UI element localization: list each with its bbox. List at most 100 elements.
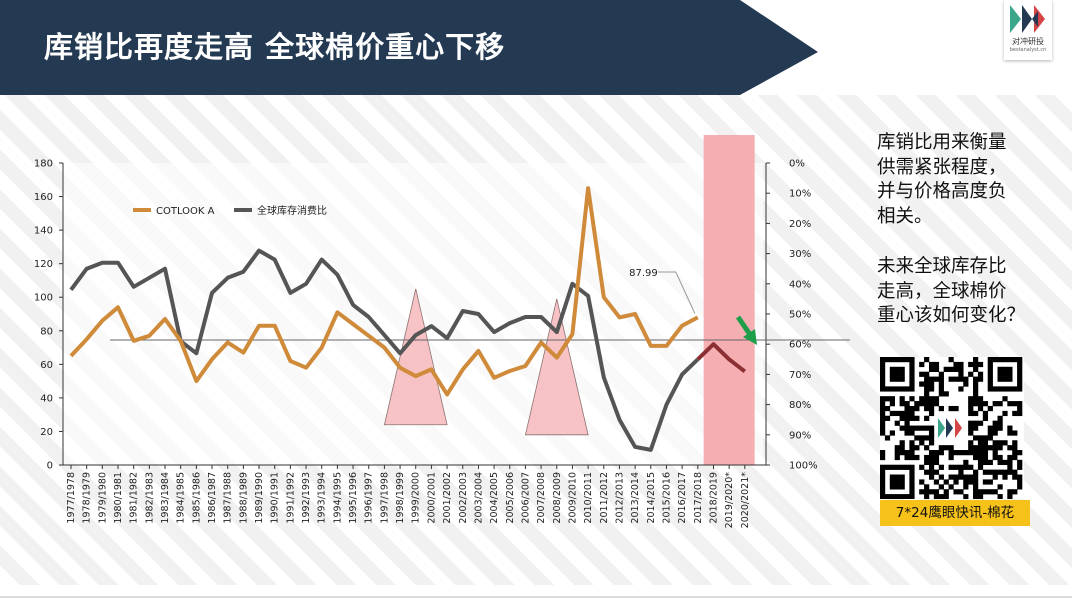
qr-module bbox=[973, 469, 979, 475]
qr-module bbox=[904, 464, 910, 470]
qr-module bbox=[919, 361, 925, 368]
qr-module bbox=[958, 474, 964, 480]
qr-module bbox=[977, 396, 984, 402]
qr-module bbox=[909, 396, 915, 402]
qr-module bbox=[924, 494, 930, 499]
qr-module bbox=[914, 425, 920, 431]
qr-module bbox=[894, 357, 900, 363]
qr-module bbox=[1002, 386, 1008, 392]
qr-module bbox=[899, 357, 905, 363]
qr-module bbox=[889, 376, 895, 382]
qr-module bbox=[894, 386, 900, 392]
qr-module bbox=[963, 459, 969, 466]
brand-logo: bestanalyst.cn 对冲研投 bestanalyst.cn bbox=[1004, 0, 1052, 60]
qr-module bbox=[880, 454, 886, 461]
right-tick-label: 50% bbox=[789, 310, 811, 321]
page-title: 库销比再度走高 全球棉价重心下移 bbox=[44, 30, 506, 64]
left-tick-label: 180 bbox=[34, 159, 53, 170]
x-tick-label: 2011/2012 bbox=[599, 472, 610, 524]
qr-module bbox=[997, 366, 1003, 372]
qr-module bbox=[1007, 445, 1013, 451]
qr-module bbox=[992, 425, 998, 431]
qr-module bbox=[880, 474, 886, 480]
qr-module bbox=[987, 459, 993, 466]
qr-module bbox=[889, 401, 895, 407]
qr-module bbox=[899, 440, 905, 446]
qr-module bbox=[889, 371, 895, 377]
x-tick-label: 1984/1985 bbox=[176, 472, 187, 524]
qr-module bbox=[889, 464, 895, 470]
right-tick-label: 10% bbox=[789, 189, 811, 200]
qr-module bbox=[973, 494, 979, 499]
qr-module bbox=[933, 469, 940, 475]
qr-module bbox=[1002, 376, 1008, 382]
logo-icon bbox=[1010, 5, 1045, 33]
qr-module bbox=[977, 435, 984, 441]
qr-module bbox=[933, 459, 940, 466]
qr-module bbox=[909, 430, 915, 436]
right-tick-label: 100% bbox=[789, 461, 818, 472]
qr-module bbox=[909, 425, 915, 431]
qr-module bbox=[982, 440, 989, 446]
qr-module bbox=[948, 450, 954, 456]
qr-module bbox=[982, 489, 989, 495]
qr-module bbox=[928, 450, 935, 456]
qr-module bbox=[899, 415, 905, 421]
qr-module bbox=[919, 381, 925, 387]
qr-module bbox=[997, 415, 1003, 421]
qr-module bbox=[992, 420, 998, 426]
qr-module bbox=[899, 410, 905, 417]
qr-module bbox=[992, 474, 998, 480]
qr-module bbox=[982, 479, 989, 485]
qr-module bbox=[938, 464, 944, 470]
qr-module bbox=[1002, 440, 1008, 446]
qr-module bbox=[899, 401, 905, 407]
qr-module bbox=[973, 474, 979, 480]
qr-module bbox=[928, 381, 935, 387]
qr-module bbox=[958, 450, 964, 456]
qr-module bbox=[909, 410, 915, 417]
qr-module bbox=[997, 401, 1003, 407]
qr-module bbox=[997, 371, 1003, 377]
qr-module bbox=[968, 405, 974, 412]
qr-module bbox=[1007, 376, 1013, 382]
qr-module bbox=[889, 386, 895, 392]
qr-module bbox=[928, 454, 935, 461]
qr-module bbox=[1007, 464, 1013, 470]
qr-module bbox=[1012, 386, 1018, 392]
qr-module bbox=[1017, 376, 1023, 382]
qr-module bbox=[977, 464, 984, 470]
x-tick-label: 1985/1986 bbox=[191, 472, 202, 524]
qr-module bbox=[904, 454, 910, 461]
qr-module bbox=[933, 489, 940, 495]
qr-module bbox=[924, 371, 930, 377]
series-line-cotlook-a bbox=[69, 186, 699, 397]
qr-module bbox=[909, 445, 915, 451]
x-tick-label: 1989/1990 bbox=[254, 472, 265, 524]
qr-module bbox=[889, 357, 895, 363]
x-tick-label: 1977/1978 bbox=[66, 472, 77, 524]
qr-module bbox=[982, 450, 989, 456]
qr-module bbox=[948, 405, 954, 412]
qr-module bbox=[997, 494, 1003, 499]
footer-divider bbox=[0, 596, 1072, 598]
qr-module bbox=[1012, 401, 1018, 407]
qr-module bbox=[1012, 445, 1018, 451]
x-tick-label: 1992/1993 bbox=[301, 472, 312, 524]
qr-module bbox=[889, 396, 895, 402]
qr-module bbox=[977, 440, 984, 446]
left-tick-label: 120 bbox=[34, 259, 53, 270]
qr-module bbox=[933, 376, 940, 382]
qr-module bbox=[938, 376, 944, 382]
qr-module bbox=[928, 469, 935, 475]
qr-module bbox=[973, 420, 979, 426]
qr-module bbox=[919, 396, 925, 402]
qr-module bbox=[977, 445, 984, 451]
qr-module bbox=[909, 450, 915, 456]
qr-code[interactable] bbox=[880, 357, 1024, 499]
qr-module bbox=[987, 386, 993, 392]
qr-module bbox=[1002, 474, 1008, 480]
x-tick-label: 1996/1997 bbox=[364, 472, 375, 524]
right-tick-label: 0% bbox=[789, 159, 805, 170]
qr-module bbox=[953, 376, 959, 382]
